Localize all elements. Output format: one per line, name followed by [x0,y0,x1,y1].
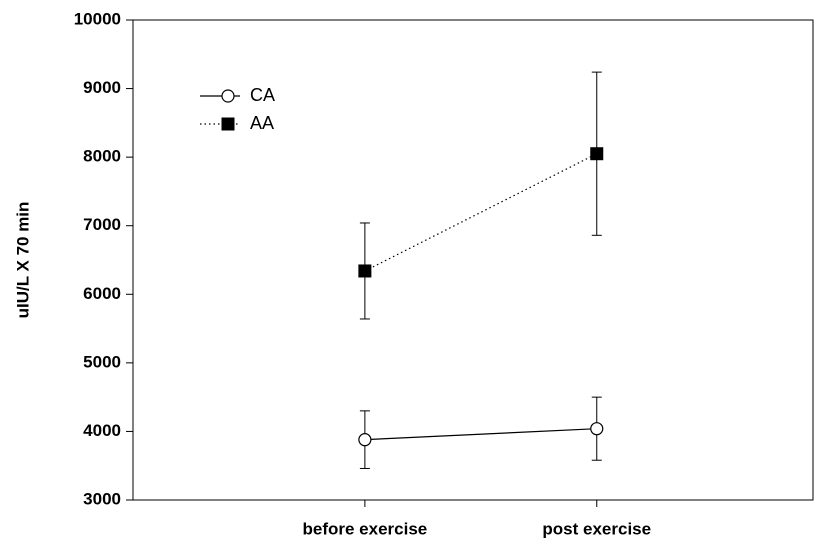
plot-frame [132,19,814,501]
y-tick-label: 5000 [83,352,121,371]
data-point [590,147,604,161]
data-point [358,433,372,447]
y-tick-label: 9000 [83,78,121,97]
legend-text: CA [250,85,275,105]
y-axis-label: uIU/L X 70 min [13,202,32,319]
y-tick-label: 7000 [83,215,121,234]
data-point [590,422,604,436]
y-tick-label: 3000 [83,489,121,508]
y-tick-label: 8000 [83,147,121,166]
series-line [364,428,597,441]
y-tick-label: 4000 [83,421,121,440]
y-tick-label: 10000 [74,9,121,28]
series-line [364,153,598,272]
legend-marker [221,89,235,103]
legend-text: AA [250,113,274,133]
data-point [358,264,372,278]
legend-marker [221,117,235,131]
x-tick-label: post exercise [542,519,651,538]
x-tick-label: before exercise [303,519,428,538]
y-tick-label: 6000 [83,284,121,303]
